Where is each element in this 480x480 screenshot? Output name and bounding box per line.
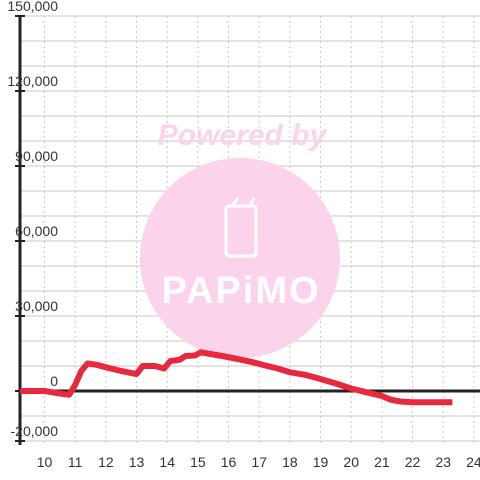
x-tick-label: 11 (68, 454, 83, 470)
y-tick-label: 60,000 (15, 223, 58, 239)
x-tick-label: 15 (190, 454, 206, 470)
y-tick-label: 90,000 (15, 148, 58, 164)
x-tick-label: 14 (159, 454, 175, 470)
x-tick-label: 12 (98, 454, 114, 470)
x-tick-label: 24 (466, 454, 480, 470)
x-tick-label: 13 (129, 454, 145, 470)
watermark-powered-by: Powered by (158, 119, 328, 152)
x-tick-label: 20 (343, 454, 359, 470)
x-tick-label: 18 (282, 454, 298, 470)
tick-labels: -20,000 0 30,000 60,000 90,000 120,000 150,000… (7, 0, 480, 470)
y-tick-label: 120,000 (7, 73, 58, 89)
phone-icon (224, 197, 258, 258)
y-tick-label: 0 (50, 373, 58, 389)
series-layer (20, 349, 453, 406)
axes (15, 15, 480, 445)
x-tick-label: 10 (37, 454, 53, 470)
x-tick-label: 22 (405, 454, 421, 470)
x-tick-label: 16 (221, 454, 237, 470)
x-tick-label: 19 (313, 454, 329, 470)
y-tick-label: 30,000 (15, 298, 58, 314)
papimo-watermark: Powered by PAPiMO (140, 119, 340, 358)
series-line (20, 349, 453, 406)
x-tick-label: 17 (251, 454, 267, 470)
watermark-brand: PAPiMO (161, 270, 320, 312)
y-tick-label: -20,000 (11, 423, 59, 439)
y-tick-label: 150,000 (7, 0, 58, 14)
x-tick-label: 21 (374, 454, 390, 470)
x-tick-label: 23 (435, 454, 451, 470)
watermark-circle (140, 158, 340, 358)
